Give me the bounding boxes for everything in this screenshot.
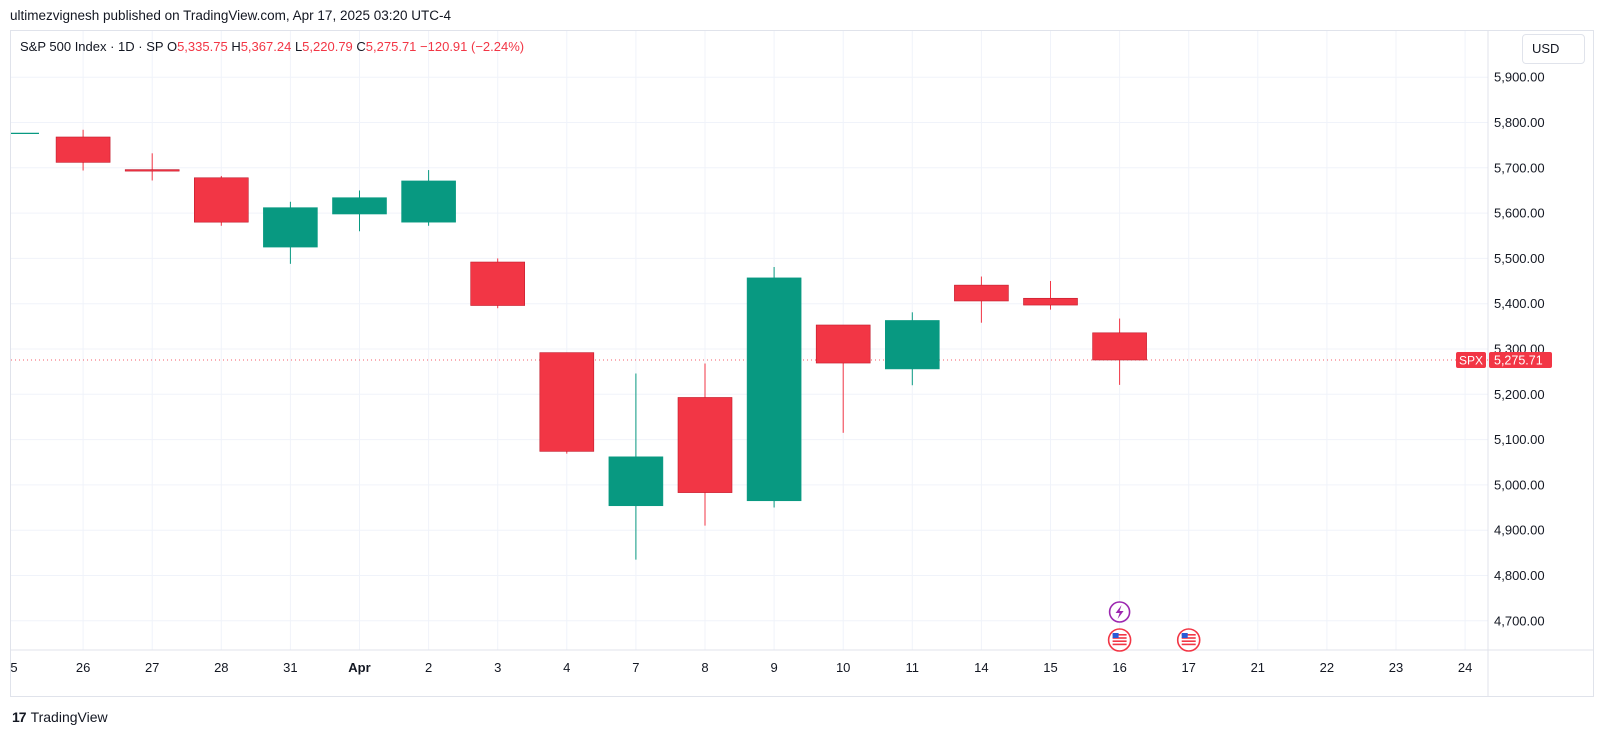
x-tick-label: 31 xyxy=(283,660,297,675)
x-tick-label: 2 xyxy=(425,660,432,675)
y-tick-label: 5,100.00 xyxy=(1494,432,1545,447)
x-tick-label: 17 xyxy=(1181,660,1195,675)
candle-body xyxy=(954,284,1009,302)
x-tick-label: 11 xyxy=(906,660,920,675)
y-tick-label: 5,600.00 xyxy=(1494,206,1545,221)
high-value: 5,367.24 xyxy=(240,39,292,54)
x-tick-label: Apr xyxy=(348,660,370,675)
x-tick-label: 4 xyxy=(563,660,570,675)
candle-body xyxy=(1092,332,1147,361)
us-flag-icon xyxy=(1107,628,1132,652)
x-tick-label: 16 xyxy=(1112,660,1126,675)
flag-canton xyxy=(1112,633,1119,638)
candle-body xyxy=(884,320,940,370)
lightning-bolt xyxy=(1115,605,1124,619)
close-key: C xyxy=(356,39,366,54)
candle-body xyxy=(1023,297,1078,306)
candle-body xyxy=(746,277,802,502)
x-tick-label: 5 xyxy=(10,660,17,675)
y-tick-label: 4,900.00 xyxy=(1494,523,1545,538)
flag-stripe xyxy=(1181,640,1196,642)
price-tag-symbol-bg xyxy=(1456,352,1486,369)
x-tick-label: 10 xyxy=(836,660,850,675)
candle-body xyxy=(55,136,111,163)
low-key: L xyxy=(294,39,303,54)
flag-stripe xyxy=(1112,634,1127,636)
x-tick-label: 23 xyxy=(1389,660,1403,675)
price-tag-value: 5,275.71 xyxy=(1494,354,1543,368)
x-tick-label: 21 xyxy=(1251,660,1265,675)
open-value: 5,335.75 xyxy=(177,39,228,54)
low-value: 5,220.79 xyxy=(302,39,353,54)
candle-body xyxy=(332,197,387,215)
y-tick-label: 4,800.00 xyxy=(1494,568,1545,583)
y-tick-label: 5,800.00 xyxy=(1494,115,1545,130)
x-tick-label: 7 xyxy=(632,660,639,675)
candle-body xyxy=(608,456,664,507)
flag-stripe xyxy=(1112,640,1127,642)
x-tick-label: 24 xyxy=(1458,660,1472,675)
candle-body xyxy=(539,352,595,452)
ohlc-legend: S&P 500 Index · 1D · SP O5,335.75 H5,367… xyxy=(20,39,524,54)
x-tick-label: 27 xyxy=(145,660,159,675)
candle-body xyxy=(124,169,180,172)
close-value: 5,275.71 xyxy=(365,39,417,54)
flag-stripe xyxy=(1181,643,1196,646)
price-tag-symbol: SPX xyxy=(1459,354,1483,368)
us-flag-icon xyxy=(1176,628,1201,652)
flag-stripe xyxy=(1181,634,1196,636)
high-key: H xyxy=(231,39,241,54)
y-tick-label: 5,400.00 xyxy=(1494,296,1545,311)
x-tick-label: 14 xyxy=(974,660,988,675)
x-tick-label: 28 xyxy=(214,660,228,675)
y-tick-label: 5,200.00 xyxy=(1494,387,1545,402)
flag-canton xyxy=(1181,633,1188,638)
tradingview-logo-icon: 17 xyxy=(12,709,27,725)
open-key: O xyxy=(166,39,178,54)
flag-stripe xyxy=(1181,637,1196,639)
change-value: −120.91 (−2.24%) xyxy=(420,39,525,54)
y-tick-label: 5,500.00 xyxy=(1494,251,1545,266)
candle-body xyxy=(401,180,456,223)
chart-frame xyxy=(10,30,1594,697)
x-tick-label: 8 xyxy=(701,660,708,675)
symbol-title[interactable]: S&P 500 Index · 1D · SP xyxy=(20,39,164,54)
publisher-info: ultimezvignesh published on TradingView.… xyxy=(10,8,452,23)
y-tick-label: 5,000.00 xyxy=(1494,477,1545,492)
x-tick-label: 26 xyxy=(76,660,90,675)
flag-stripe xyxy=(1112,643,1127,646)
y-tick-label: 5,700.00 xyxy=(1494,160,1545,175)
candle-body xyxy=(263,207,318,248)
y-tick-label: 4,700.00 xyxy=(1494,613,1545,628)
currency-selector[interactable]: USD xyxy=(1522,34,1585,64)
x-tick-label: 15 xyxy=(1043,660,1057,675)
candle-body xyxy=(470,261,526,306)
x-tick-label: 9 xyxy=(770,660,777,675)
x-tick-label: 22 xyxy=(1320,660,1334,675)
candle-body xyxy=(677,397,733,493)
candle-body xyxy=(194,177,249,223)
flag-stripe xyxy=(1112,637,1127,639)
y-tick-label: 5,900.00 xyxy=(1494,70,1545,85)
tradingview-brand: TradingView xyxy=(30,709,108,725)
tradingview-logo[interactable]: 17 TradingView xyxy=(12,709,108,725)
x-tick-label: 3 xyxy=(494,660,501,675)
price-tag-bg xyxy=(1489,352,1552,369)
candle-body xyxy=(815,324,871,364)
